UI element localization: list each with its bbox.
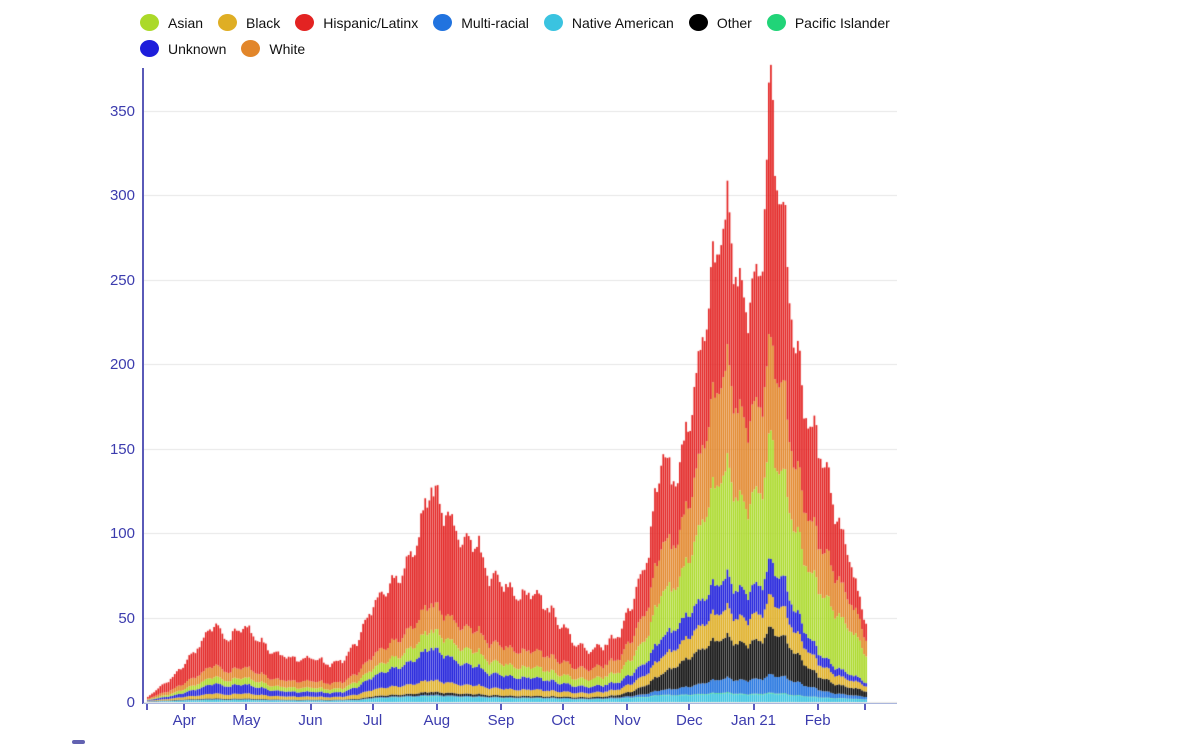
x-axis-line [143,703,897,704]
y-tick-label-200: 200 [109,356,135,373]
x-tick-label-oct: Oct [551,712,575,729]
x-tick-label-jan-21: Jan 21 [730,712,777,729]
legend-swatch-icon [688,14,708,31]
legend-label: Native American [571,14,674,31]
x-tick-label-jul: Jul [363,712,383,729]
legend-item-asian: Asian [140,14,203,31]
legend-item-pacific-islander: Pacific Islander [766,14,890,31]
legend-item-hispanic-latinx: Hispanic/Latinx [295,14,418,31]
cutoff-artifact [72,740,85,744]
legend-label: Multi-racial [461,14,529,31]
legend-swatch-icon [140,14,159,31]
legend-swatch-icon [241,40,261,57]
x-tick-apr [183,704,186,710]
x-tick-may [245,704,248,710]
x-tick-label-sep: Sep [487,712,515,729]
legend-label: Black [246,14,281,31]
x-tick-label-feb: Feb [804,712,831,729]
stacked-bar-canvas [143,55,897,703]
y-tick-label-350: 350 [109,102,135,120]
y-tick-label-50: 50 [118,609,135,627]
legend-label: Asian [168,14,204,31]
y-axis-line [142,68,144,704]
y-tick-label-250: 250 [109,271,135,289]
x-tick-label-nov: Nov [613,712,641,729]
legend-swatch-icon [295,14,315,31]
x-tick-oct [562,704,565,710]
legend-item-multi-racial: Multi-racial [433,14,529,31]
legend-label: Pacific Islander [794,14,890,31]
legend-label: White [269,40,306,57]
legend-item-native-american: Native American [543,14,674,31]
legend-row-2: Unknown White [140,40,880,57]
chart-legend: Asian Black Hispanic/Latinx Multi-racial Nat… [140,14,890,66]
x-tick-label-jun: Jun [298,712,323,729]
legend-label: Hispanic/Latinx [323,14,419,31]
x-tick-jan-21 [752,704,755,710]
legend-swatch-icon [543,14,563,31]
legend-item-unknown: Unknown [140,40,226,57]
x-tick-nov [626,704,629,710]
x-tick-sep [499,704,502,710]
x-tick-label-dec: Dec [675,712,703,729]
x-edge-tick [864,704,867,710]
legend-item-black: Black [218,14,280,31]
legend-row-1: Asian Black Hispanic/Latinx Multi-racial Nat… [140,14,890,31]
x-tick-feb [816,704,819,710]
y-tick-label-100: 100 [109,525,135,542]
legend-item-white: White [241,40,305,57]
legend-label: Other [716,14,752,31]
legend-swatch-icon [766,14,786,31]
y-tick-label-300: 300 [109,187,135,204]
x-edge-tick [146,704,148,710]
legend-item-other: Other [688,14,752,31]
legend-swatch-icon [218,14,238,31]
legend-swatch-icon [433,14,453,31]
x-tick-label-apr: Apr [172,712,196,729]
x-tick-label-aug: Aug [423,712,451,729]
legend-swatch-icon [140,40,159,57]
y-tick-label-150: 150 [109,440,135,458]
x-tick-jun [309,704,312,710]
legend-label: Unknown [168,40,227,57]
y-tick-label-0: 0 [126,694,135,711]
x-tick-label-may: May [232,712,261,729]
x-tick-dec [688,704,691,710]
x-tick-aug [435,704,438,710]
x-tick-jul [371,704,374,710]
